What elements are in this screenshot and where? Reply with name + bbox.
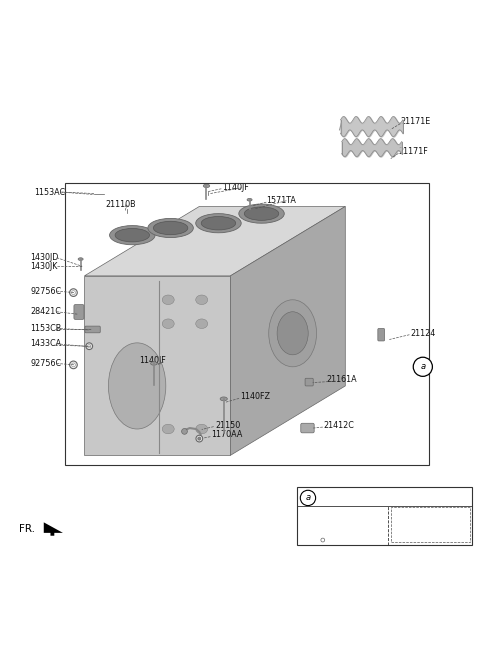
Ellipse shape — [196, 295, 208, 305]
Ellipse shape — [148, 218, 193, 238]
Polygon shape — [84, 276, 230, 455]
FancyBboxPatch shape — [74, 305, 84, 319]
Ellipse shape — [203, 184, 210, 188]
Text: 21171E: 21171E — [400, 117, 431, 126]
Ellipse shape — [109, 225, 155, 245]
Text: a: a — [420, 362, 425, 371]
Text: 1153CB: 1153CB — [30, 324, 61, 333]
Ellipse shape — [78, 258, 83, 260]
Ellipse shape — [244, 207, 279, 220]
Text: (ALT.): (ALT.) — [396, 513, 415, 520]
Circle shape — [70, 289, 77, 296]
Circle shape — [313, 535, 320, 541]
Ellipse shape — [247, 198, 252, 201]
Ellipse shape — [162, 319, 174, 328]
Polygon shape — [44, 522, 63, 535]
Text: 1140JF: 1140JF — [222, 183, 249, 193]
Polygon shape — [230, 206, 345, 455]
Circle shape — [196, 435, 203, 442]
Ellipse shape — [115, 229, 150, 242]
Text: 1433CA: 1433CA — [30, 339, 61, 348]
Text: a: a — [305, 493, 311, 503]
Circle shape — [328, 537, 334, 543]
FancyBboxPatch shape — [298, 487, 472, 545]
Ellipse shape — [220, 397, 228, 401]
Text: 1153AC: 1153AC — [34, 188, 65, 196]
Text: 21171F: 21171F — [398, 147, 428, 156]
Text: 1430JK: 1430JK — [30, 261, 58, 271]
Circle shape — [86, 343, 93, 350]
Circle shape — [87, 344, 91, 348]
Ellipse shape — [196, 319, 208, 328]
Text: 92756C: 92756C — [30, 359, 61, 368]
FancyBboxPatch shape — [301, 423, 314, 433]
Text: 1140FZ: 1140FZ — [240, 392, 270, 401]
FancyBboxPatch shape — [305, 378, 313, 386]
Text: 21133: 21133 — [305, 512, 329, 520]
Circle shape — [72, 290, 75, 294]
Text: 92756C: 92756C — [30, 286, 61, 296]
Ellipse shape — [162, 295, 174, 305]
Circle shape — [72, 363, 75, 367]
Ellipse shape — [162, 424, 174, 434]
FancyBboxPatch shape — [378, 328, 384, 341]
Text: 28421C: 28421C — [30, 307, 61, 316]
Ellipse shape — [196, 424, 208, 434]
Text: 21314A: 21314A — [396, 523, 425, 532]
Circle shape — [70, 361, 77, 369]
Circle shape — [413, 534, 421, 542]
Ellipse shape — [239, 204, 284, 223]
Text: 1430JD: 1430JD — [30, 253, 59, 262]
Circle shape — [181, 428, 187, 434]
Circle shape — [413, 357, 432, 376]
Ellipse shape — [151, 362, 157, 365]
Circle shape — [198, 437, 201, 440]
Text: 1571TA: 1571TA — [266, 196, 296, 205]
Circle shape — [329, 539, 332, 541]
Ellipse shape — [201, 217, 236, 230]
Text: FR.: FR. — [19, 524, 35, 533]
Circle shape — [300, 490, 316, 506]
Circle shape — [321, 538, 324, 542]
Ellipse shape — [196, 214, 241, 233]
Text: 21150: 21150 — [215, 420, 240, 430]
Circle shape — [415, 536, 419, 540]
Ellipse shape — [277, 312, 308, 355]
Text: 1170AA: 1170AA — [211, 430, 243, 440]
Polygon shape — [84, 206, 345, 276]
Text: 21110B: 21110B — [105, 200, 136, 208]
Text: 21124: 21124 — [410, 328, 435, 338]
Ellipse shape — [154, 221, 188, 235]
Text: 21161A: 21161A — [326, 375, 357, 384]
Text: 21412C: 21412C — [323, 420, 354, 430]
Text: 1751GI: 1751GI — [308, 524, 334, 531]
FancyBboxPatch shape — [85, 326, 100, 333]
Circle shape — [315, 537, 318, 540]
Circle shape — [198, 437, 201, 440]
Ellipse shape — [269, 300, 317, 367]
Ellipse shape — [108, 343, 166, 429]
Text: 1140JF: 1140JF — [140, 356, 166, 365]
